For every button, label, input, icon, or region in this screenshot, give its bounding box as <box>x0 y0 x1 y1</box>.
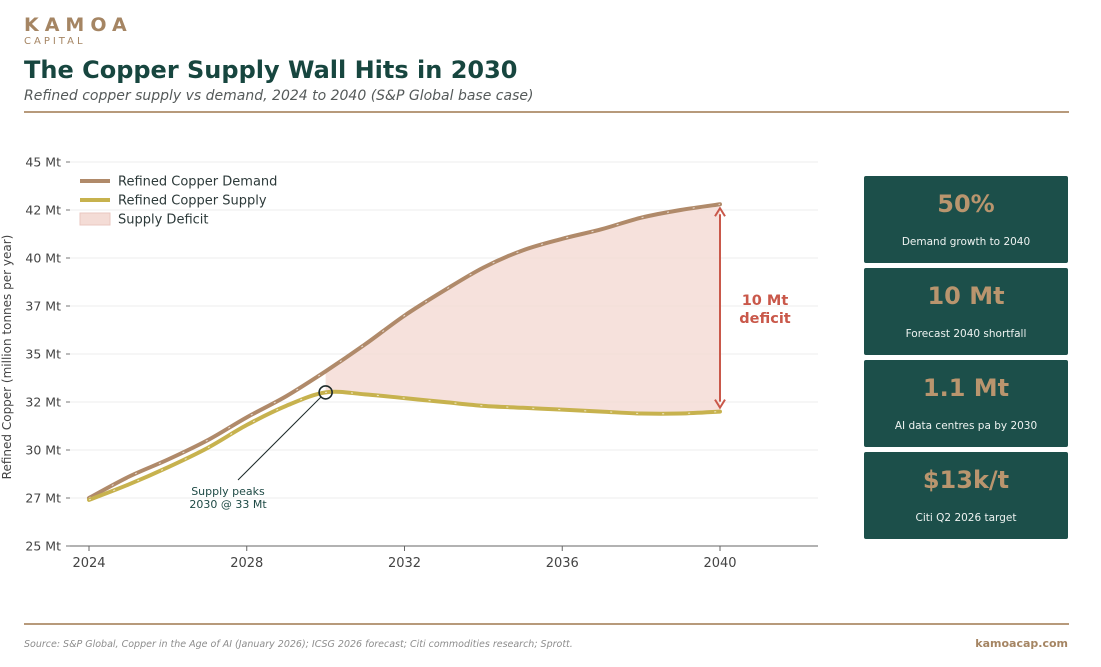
supply-peak-label: Supply peaks <box>191 485 265 498</box>
y-tick-label: 37 Mt <box>25 299 61 314</box>
brand-name: KAMOA <box>24 14 133 36</box>
y-tick-label: 35 Mt <box>25 347 61 362</box>
kpi-card-ai-data-centres: 1.1 Mt AI data centres pa by 2030 <box>864 360 1068 447</box>
page-subtitle: Refined copper supply vs demand, 2024 to… <box>24 88 534 104</box>
kpi-card-demand-growth: 50% Demand growth to 2040 <box>864 176 1068 263</box>
y-tick-label: 30 Mt <box>25 443 61 458</box>
legend-label: Refined Copper Supply <box>118 194 267 209</box>
chart-axes: 25 Mt 27 Mt 30 Mt 32 Mt 35 Mt 37 Mt 40 Mt 42 Mt… <box>0 155 818 571</box>
supply-demand-chart: 25 Mt 27 Mt 30 Mt 32 Mt 35 Mt 37 Mt 40 Mt 42 Mt… <box>0 155 818 571</box>
chart-legend: Refined Copper Demand Refined Copper Supp… <box>79 175 277 228</box>
kpi-value: 10 Mt <box>927 282 1005 310</box>
x-tick-label: 2040 <box>703 556 736 571</box>
series-line-demand-texture <box>88 203 721 499</box>
website-link[interactable]: kamoacap.com <box>975 637 1068 650</box>
y-tick-label: 42 Mt <box>25 203 61 218</box>
y-tick-label: 32 Mt <box>25 395 61 410</box>
footer-divider <box>24 623 1069 625</box>
legend-swatch-deficit <box>79 212 111 226</box>
page-title: The Copper Supply Wall Hits in 2030 <box>24 56 518 84</box>
legend-label: Supply Deficit <box>118 213 209 228</box>
supply-peak-value: 2030 @ 33 Mt <box>189 498 267 511</box>
deficit-annotation-value: 10 Mt <box>742 293 789 309</box>
kpi-label: Demand growth to 2040 <box>901 236 1031 248</box>
legend-label: Refined Copper Demand <box>118 175 277 190</box>
supply-peak-leader-line <box>237 397 321 481</box>
supply-peak-marker <box>318 385 333 400</box>
kpi-label: Citi Q2 2026 target <box>915 512 1017 524</box>
kpi-label: AI data centres pa by 2030 <box>894 420 1038 432</box>
x-tick-label: 2032 <box>388 556 421 571</box>
x-tick-label: 2028 <box>230 556 263 571</box>
brand-logo: KAMOA CAPITAL <box>24 14 133 48</box>
series-line-supply-texture <box>88 391 721 501</box>
deficit-arrow-head-up <box>714 206 726 217</box>
deficit-annotation-label: deficit <box>739 311 791 327</box>
brand-subtitle: CAPITAL <box>24 36 86 47</box>
source-note: Source: S&P Global, Copper in the Age of… <box>24 639 573 650</box>
y-tick-label: 25 Mt <box>25 539 61 554</box>
supply-deficit-area <box>325 204 720 414</box>
header-divider <box>24 111 1069 113</box>
kpi-label: Forecast 2040 shortfall <box>905 328 1027 340</box>
y-tick-label: 45 Mt <box>25 155 61 170</box>
deficit-arrow-head-down <box>714 399 726 410</box>
x-tick-label: 2036 <box>546 556 579 571</box>
y-tick-label: 40 Mt <box>25 251 61 266</box>
chart-series <box>87 202 722 502</box>
x-tick-label: 2024 <box>72 556 105 571</box>
kpi-value: 50% <box>937 190 995 218</box>
kpi-value: 1.1 Mt <box>922 374 1010 402</box>
kpi-value: $13k/t <box>922 466 1010 494</box>
y-axis-title: Refined Copper (million tonnes per year) <box>0 235 14 480</box>
kpi-card-shortfall: 10 Mt Forecast 2040 shortfall <box>864 268 1068 355</box>
kpi-card-citi-target: $13k/t Citi Q2 2026 target <box>864 452 1068 539</box>
y-tick-label: 27 Mt <box>25 491 61 506</box>
